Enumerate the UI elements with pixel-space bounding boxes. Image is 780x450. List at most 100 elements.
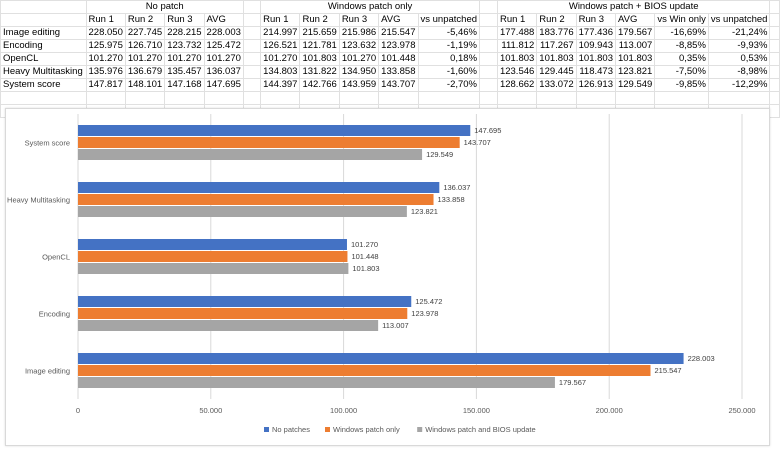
cell[interactable]: 147.695 [203, 78, 244, 92]
cell[interactable]: 0,18% [417, 52, 481, 66]
cell[interactable]: -7,50% [654, 65, 709, 79]
cell[interactable] [769, 104, 780, 118]
cell[interactable] [769, 39, 780, 53]
row-label[interactable]: Image editing [0, 26, 87, 40]
cell[interactable]: -9,93% [707, 39, 771, 53]
cell[interactable] [417, 91, 481, 105]
group-header[interactable]: No patch [85, 0, 244, 14]
cell[interactable] [260, 91, 301, 105]
cell[interactable]: -1,19% [417, 39, 481, 53]
cell[interactable] [203, 91, 244, 105]
cell[interactable]: -12,29% [707, 78, 771, 92]
cell[interactable]: 228.003 [203, 26, 244, 40]
cell[interactable] [769, 13, 780, 27]
cell[interactable]: 228.215 [164, 26, 205, 40]
row-label[interactable]: System score [0, 78, 87, 92]
cell[interactable]: 101.803 [614, 52, 656, 66]
cell[interactable]: 101.448 [378, 52, 419, 66]
cell[interactable] [299, 91, 340, 105]
cell[interactable]: 147.168 [164, 78, 205, 92]
column-header[interactable]: Run 2 [536, 13, 577, 27]
cell[interactable]: 134.950 [338, 65, 380, 79]
cell[interactable]: 129.445 [536, 65, 577, 79]
cell[interactable]: 101.803 [575, 52, 616, 66]
cell[interactable]: 123.546 [496, 65, 538, 79]
cell[interactable] [769, 78, 780, 92]
cell[interactable] [242, 52, 262, 66]
cell[interactable]: 101.270 [260, 52, 301, 66]
cell[interactable]: 101.803 [299, 52, 340, 66]
cell[interactable]: 101.803 [536, 52, 577, 66]
cell[interactable] [479, 39, 498, 53]
cell[interactable]: 101.270 [85, 52, 126, 66]
cell[interactable]: 128.662 [496, 78, 538, 92]
column-header[interactable]: Run 1 [85, 13, 126, 27]
cell[interactable] [496, 91, 538, 105]
cell[interactable]: 177.488 [496, 26, 538, 40]
column-header[interactable]: Run 1 [260, 13, 301, 27]
cell[interactable]: 131.822 [299, 65, 340, 79]
cell[interactable]: -5,46% [417, 26, 481, 40]
cell[interactable]: 123.978 [378, 39, 419, 53]
cell[interactable] [479, 65, 498, 79]
column-header[interactable]: Run 3 [338, 13, 380, 27]
bar-chart[interactable]: 0 50.000 100.000 150.000 200.000 250.000 Image… [5, 108, 770, 446]
cell[interactable] [575, 91, 616, 105]
cell[interactable] [242, 78, 262, 92]
cell[interactable] [85, 91, 126, 105]
cell[interactable]: 101.270 [338, 52, 380, 66]
cell[interactable]: 215.547 [378, 26, 419, 40]
column-header[interactable]: AVG [614, 13, 656, 27]
cell[interactable]: 144.397 [260, 78, 301, 92]
cell[interactable] [242, 39, 262, 53]
cell[interactable]: 215.659 [299, 26, 340, 40]
column-header[interactable]: vs unpatched [417, 13, 481, 27]
column-header[interactable]: AVG [203, 13, 244, 27]
cell[interactable]: 125.975 [85, 39, 126, 53]
cell[interactable]: -8,98% [707, 65, 771, 79]
cell[interactable] [0, 13, 87, 27]
cell[interactable]: 126.521 [260, 39, 301, 53]
cell[interactable]: 126.710 [124, 39, 166, 53]
cell[interactable]: 129.549 [614, 78, 656, 92]
column-header[interactable]: vs Win only [654, 13, 709, 27]
cell[interactable]: -1,60% [417, 65, 481, 79]
cell[interactable]: 121.781 [299, 39, 340, 53]
cell[interactable] [769, 91, 780, 105]
column-header[interactable]: Run 3 [164, 13, 205, 27]
cell[interactable]: 117.267 [536, 39, 577, 53]
cell[interactable]: 147.817 [85, 78, 126, 92]
cell[interactable]: 177.436 [575, 26, 616, 40]
cell[interactable]: 142.766 [299, 78, 340, 92]
cell[interactable]: 125.472 [203, 39, 244, 53]
cell[interactable]: 215.986 [338, 26, 380, 40]
row-label[interactable]: Encoding [0, 39, 87, 53]
cell[interactable]: 118.473 [575, 65, 616, 79]
cell[interactable]: 148.101 [124, 78, 166, 92]
cell[interactable]: 123.632 [338, 39, 380, 53]
cell[interactable] [242, 65, 262, 79]
row-label[interactable]: OpenCL [0, 52, 87, 66]
cell[interactable]: -21,24% [707, 26, 771, 40]
cell[interactable]: 143.959 [338, 78, 380, 92]
cell[interactable] [242, 91, 262, 105]
cell[interactable]: 133.858 [378, 65, 419, 79]
cell[interactable]: 101.270 [164, 52, 205, 66]
cell[interactable]: 136.037 [203, 65, 244, 79]
cell[interactable]: 134.803 [260, 65, 301, 79]
group-header[interactable]: Windows patch only [260, 0, 481, 14]
cell[interactable]: 179.567 [614, 26, 656, 40]
cell[interactable] [378, 91, 419, 105]
cell[interactable]: 227.745 [124, 26, 166, 40]
cell[interactable] [479, 52, 498, 66]
column-header[interactable]: Run 1 [496, 13, 538, 27]
cell[interactable] [479, 13, 498, 27]
group-header[interactable]: Windows patch + BIOS update [496, 0, 771, 14]
column-header[interactable]: Run 2 [299, 13, 340, 27]
cell[interactable]: -16,69% [654, 26, 709, 40]
cell[interactable] [769, 0, 780, 14]
cell[interactable] [479, 0, 498, 14]
cell[interactable] [769, 52, 780, 66]
cell[interactable]: 109.943 [575, 39, 616, 53]
cell[interactable]: 228.050 [85, 26, 126, 40]
